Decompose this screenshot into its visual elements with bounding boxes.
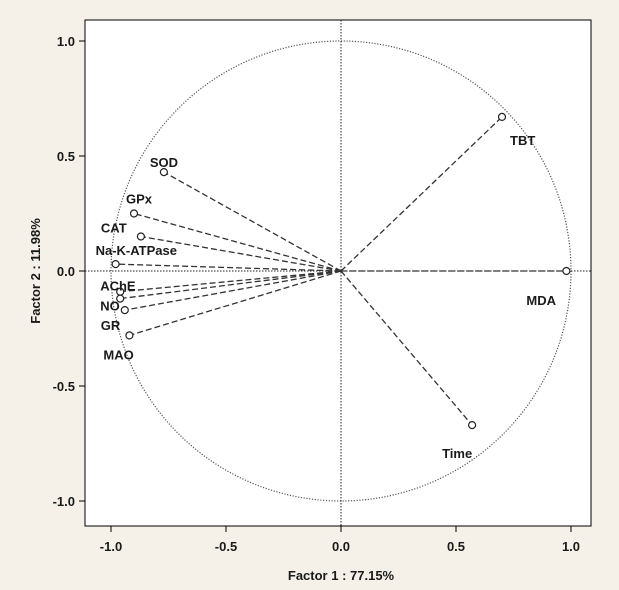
x-axis-title: Factor 1 : 77.15% — [288, 568, 395, 583]
vector-time — [340, 270, 473, 426]
point-time — [468, 421, 477, 430]
label-tbt: TBT — [510, 133, 535, 148]
x-tick-label: 1.0 — [562, 539, 580, 554]
vector-sod — [163, 171, 342, 272]
point-cat — [136, 232, 145, 241]
label-sod: SOD — [150, 155, 178, 170]
point-mda — [562, 266, 571, 276]
label-ache: AChE — [100, 279, 136, 294]
point-gpx — [129, 209, 139, 218]
vector-no — [120, 270, 342, 300]
point-na-k-atpase — [111, 260, 120, 269]
plot-frame — [84, 19, 592, 527]
point-mao — [125, 331, 134, 340]
y-tick-label: -1.0 — [53, 494, 75, 509]
y-tick-label: -0.5 — [53, 379, 75, 394]
label-no: NO — [100, 299, 120, 314]
point-no — [116, 294, 125, 303]
vector-na-k-atpase — [115, 263, 342, 272]
label-na-k-atpase: Na-K-ATPase — [96, 243, 177, 258]
x-tick-label: 0.0 — [332, 539, 350, 554]
x-tick-label: -1.0 — [100, 539, 122, 554]
label-gr: GR — [101, 318, 121, 333]
label-gpx: GPx — [126, 192, 153, 207]
label-cat: CAT — [101, 221, 127, 236]
y-tick-label: 1.0 — [57, 34, 75, 49]
vector-ache — [120, 270, 342, 293]
label-mao: MAO — [103, 347, 133, 362]
x-tick-label: -0.5 — [215, 539, 237, 554]
label-time: Time — [442, 446, 472, 461]
y-axis-title: Factor 2 : 11.98% — [28, 218, 43, 324]
vector-tbt — [340, 116, 503, 272]
vector-cat — [140, 235, 342, 272]
vector-gr — [124, 270, 342, 311]
point-gr — [120, 306, 129, 315]
label-mda: MDA — [526, 293, 556, 308]
point-tbt — [497, 112, 507, 122]
point-sod — [159, 168, 168, 177]
x-tick-label: 0.5 — [447, 539, 465, 554]
y-tick-label: 0.0 — [57, 264, 75, 279]
y-tick-label: 0.5 — [57, 149, 75, 164]
vector-mao — [129, 270, 342, 337]
